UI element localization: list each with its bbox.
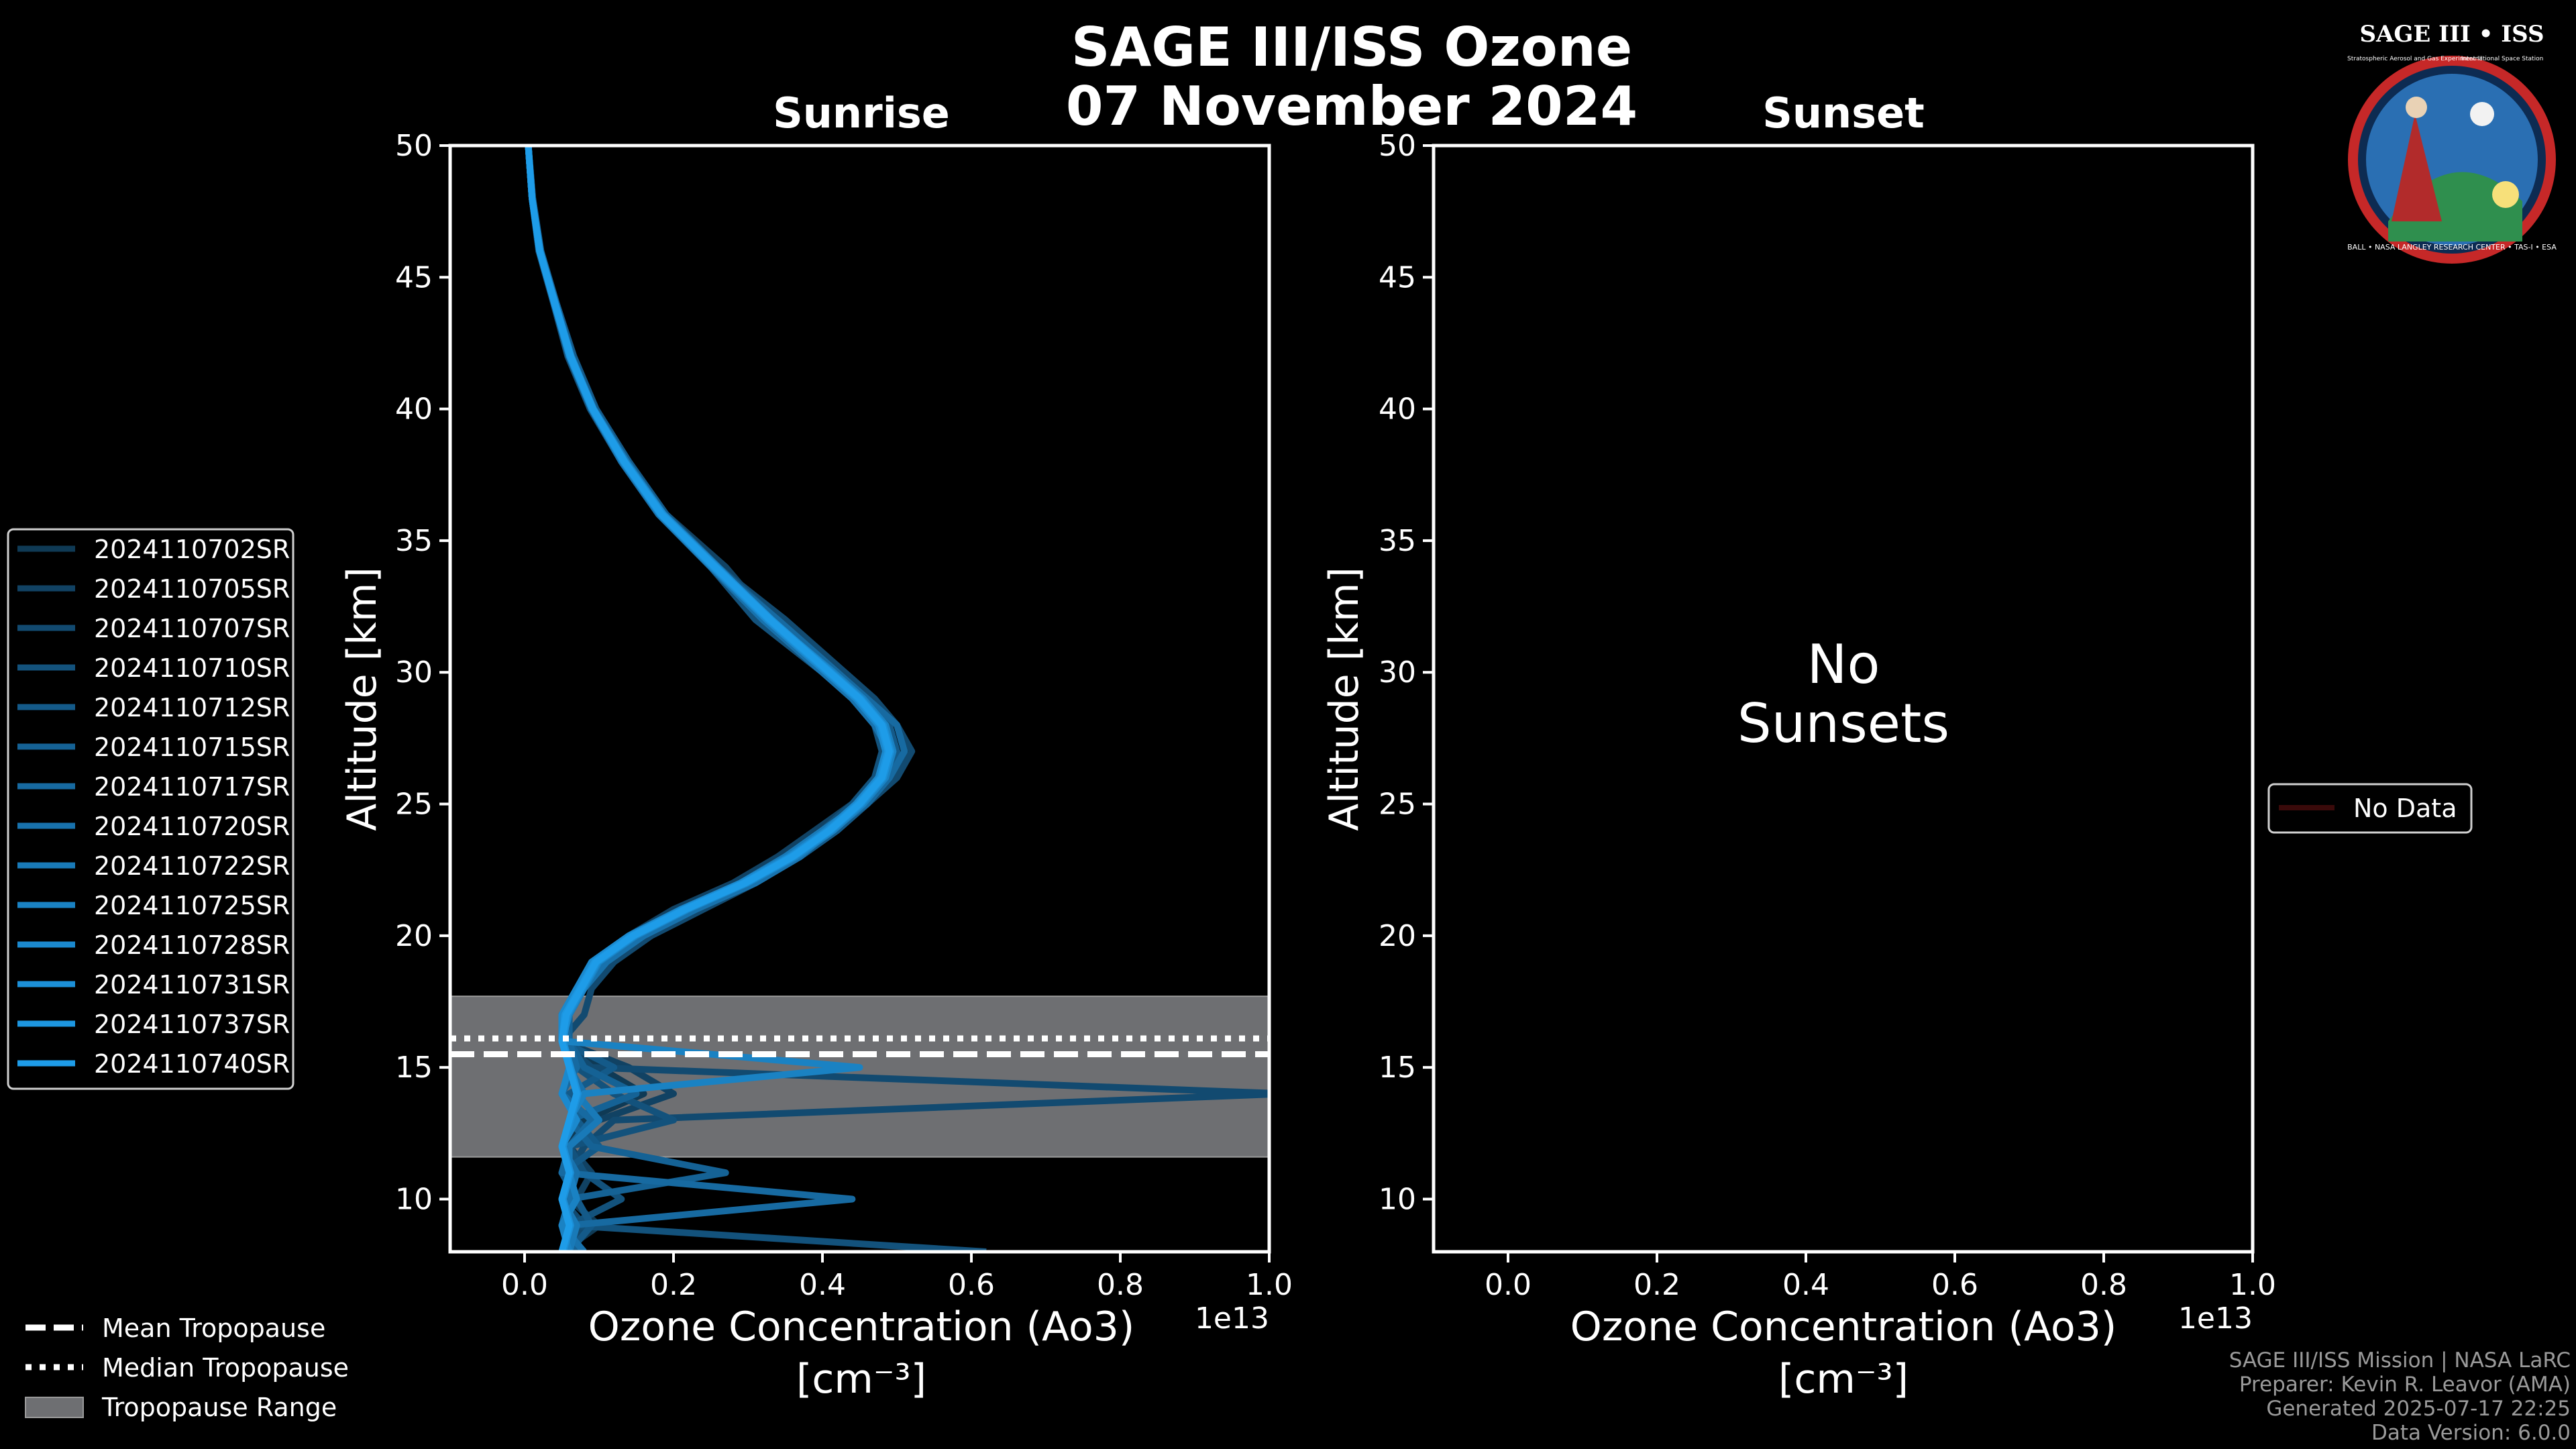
figure-title-line2: 07 November 2024 xyxy=(1066,75,1638,138)
legend-entry: 2024110731SR xyxy=(94,970,290,1000)
sunset-y-tick-label: 15 xyxy=(1379,1051,1416,1085)
svg-text:International Space Station: International Space Station xyxy=(2461,56,2544,62)
sunset-x-axis-label: Ozone Concentration (Ao3) xyxy=(1570,1303,2117,1350)
sunset-y-tick-label: 40 xyxy=(1379,392,1416,427)
sunrise-y-tick-label: 30 xyxy=(395,655,433,690)
legend-entry: 2024110705SR xyxy=(94,574,290,604)
sunrise-y-tick-label: 45 xyxy=(395,260,433,294)
legend-entry: 2024110702SR xyxy=(94,535,290,564)
sunset-y-tick-label: 20 xyxy=(1379,919,1416,953)
legend-median-tropopause: Median Tropopause xyxy=(102,1353,349,1383)
sunset-no-data-line1: No xyxy=(1807,633,1880,696)
sunset-legend: No Data xyxy=(2267,783,2473,834)
sunrise-panel-title: Sunrise xyxy=(773,89,950,138)
sunset-y-tick-label: 25 xyxy=(1379,788,1416,822)
sunrise-y-tick-label: 20 xyxy=(395,919,433,953)
sunrise-x-tick-label: 0.4 xyxy=(799,1268,846,1302)
sunset-x-scale-label: 1e13 xyxy=(2178,1301,2253,1336)
sunset-legend-no-data: No Data xyxy=(2353,794,2457,823)
svg-text:Stratospheric Aerosol and Gas: Stratospheric Aerosol and Gas Experiment… xyxy=(2347,56,2483,62)
sunset-x-tick-label: 0.6 xyxy=(1931,1268,1978,1302)
sunset-y-tick-label: 30 xyxy=(1379,655,1416,690)
sunrise-panel: Sunrise 0.0 0.2 0.4 0.6 0.8 1.0 10 15 20 25 30 35 40… xyxy=(339,89,1293,1403)
legend-entry: 2024110740SR xyxy=(94,1049,290,1079)
sunset-y-tick-label: 35 xyxy=(1379,524,1416,558)
sunrise-y-tick-label: 50 xyxy=(395,129,433,163)
sunrise-x-tick-label: 1.0 xyxy=(1246,1268,1293,1302)
legend-entry: 2024110722SR xyxy=(94,851,290,881)
credit-mission: SAGE III/ISS Mission | NASA LaRC xyxy=(2229,1348,2571,1373)
svg-text:SAGE III • ISS: SAGE III • ISS xyxy=(2359,21,2544,48)
legend-tropopause-range-swatch xyxy=(25,1397,84,1418)
series-line-2024110740SR xyxy=(525,146,893,1252)
sunrise-x-tick-label: 0.0 xyxy=(501,1268,548,1302)
legend-tropopause-range: Tropopause Range xyxy=(101,1393,337,1422)
sunrise-y-axis-label: Altitude [km] xyxy=(339,567,386,831)
legend-entry: 2024110710SR xyxy=(94,653,290,683)
credit-generated: Generated 2025-07-17 22:25 xyxy=(2266,1397,2571,1421)
sunset-x-axis-units: [cm⁻³] xyxy=(1778,1356,1909,1403)
sunset-no-data-line2: Sunsets xyxy=(1737,692,1949,755)
sunset-axes-frame xyxy=(1432,144,2255,1254)
figure-title-line1: SAGE III/ISS Ozone xyxy=(1071,16,1632,78)
legend-entry: 2024110720SR xyxy=(94,812,290,841)
legend-entry: 2024110712SR xyxy=(94,693,290,722)
sunset-y-tick-label: 45 xyxy=(1379,260,1416,294)
sunrise-y-tick-label: 10 xyxy=(395,1182,433,1216)
sunrise-x-tick-label: 0.2 xyxy=(650,1268,697,1302)
sunrise-x-tick-label: 0.8 xyxy=(1097,1268,1144,1302)
sunset-y-tick-label: 50 xyxy=(1379,129,1416,163)
sunrise-y-tick-label: 25 xyxy=(395,788,433,822)
sunrise-y-tick-label: 35 xyxy=(395,524,433,558)
sunset-x-tick-label: 0.0 xyxy=(1485,1268,1532,1302)
sunset-x-tick-label: 0.4 xyxy=(1782,1268,1829,1302)
sunrise-x-axis-units: [cm⁻³] xyxy=(796,1356,926,1403)
sunrise-x-axis-label: Ozone Concentration (Ao3) xyxy=(588,1303,1135,1350)
credits: SAGE III/ISS Mission | NASA LaRC Prepare… xyxy=(2229,1348,2571,1445)
sage-mission-logo: SAGE III • ISS Stratospheric Aerosol and… xyxy=(2347,21,2557,264)
legend-entry: 2024110717SR xyxy=(94,772,290,802)
sunrise-y-tick-label: 40 xyxy=(395,392,433,427)
svg-text:BALL • NASA LANGLEY RESEARCH C: BALL • NASA LANGLEY RESEARCH CENTER • TA… xyxy=(2347,243,2557,252)
sunrise-x-tick-label: 0.6 xyxy=(948,1268,995,1302)
sunrise-profile-lines xyxy=(525,146,1269,1252)
credit-preparer: Preparer: Kevin R. Leavor (AMA) xyxy=(2239,1373,2571,1397)
legend-entry: 2024110707SR xyxy=(94,614,290,643)
sunset-x-tick-label: 0.2 xyxy=(1633,1268,1680,1302)
legend-entry: 2024110728SR xyxy=(94,930,290,960)
legend-entry: 2024110737SR xyxy=(94,1010,290,1039)
sunset-x-tick-label: 0.8 xyxy=(2080,1268,2127,1302)
tropopause-legend: Mean Tropopause Median Tropopause Tropop… xyxy=(25,1313,349,1422)
credit-data-version: Data Version: 6.0.0 xyxy=(2371,1421,2571,1445)
sunrise-y-tick-label: 15 xyxy=(395,1051,433,1085)
sunrise-axes-frame xyxy=(448,144,1271,1254)
sunrise-x-scale-label: 1e13 xyxy=(1195,1301,1269,1336)
legend-mean-tropopause: Mean Tropopause xyxy=(102,1313,325,1343)
legend-entry: 2024110725SR xyxy=(94,891,290,920)
sunset-panel: Sunset 0.0 0.2 0.4 0.6 0.8 1.0 10 15 20 25 30 35 40 4… xyxy=(1321,89,2473,1403)
sunset-y-axis-label: Altitude [km] xyxy=(1321,567,1368,831)
legend-entry: 2024110715SR xyxy=(94,733,290,762)
sunset-x-tick-label: 1.0 xyxy=(2229,1268,2276,1302)
sunset-panel-title: Sunset xyxy=(1762,89,1925,138)
series-legend: 2024110702SR 2024110705SR 2024110707SR 2024… xyxy=(7,528,294,1090)
sunset-y-tick-label: 10 xyxy=(1379,1182,1416,1216)
